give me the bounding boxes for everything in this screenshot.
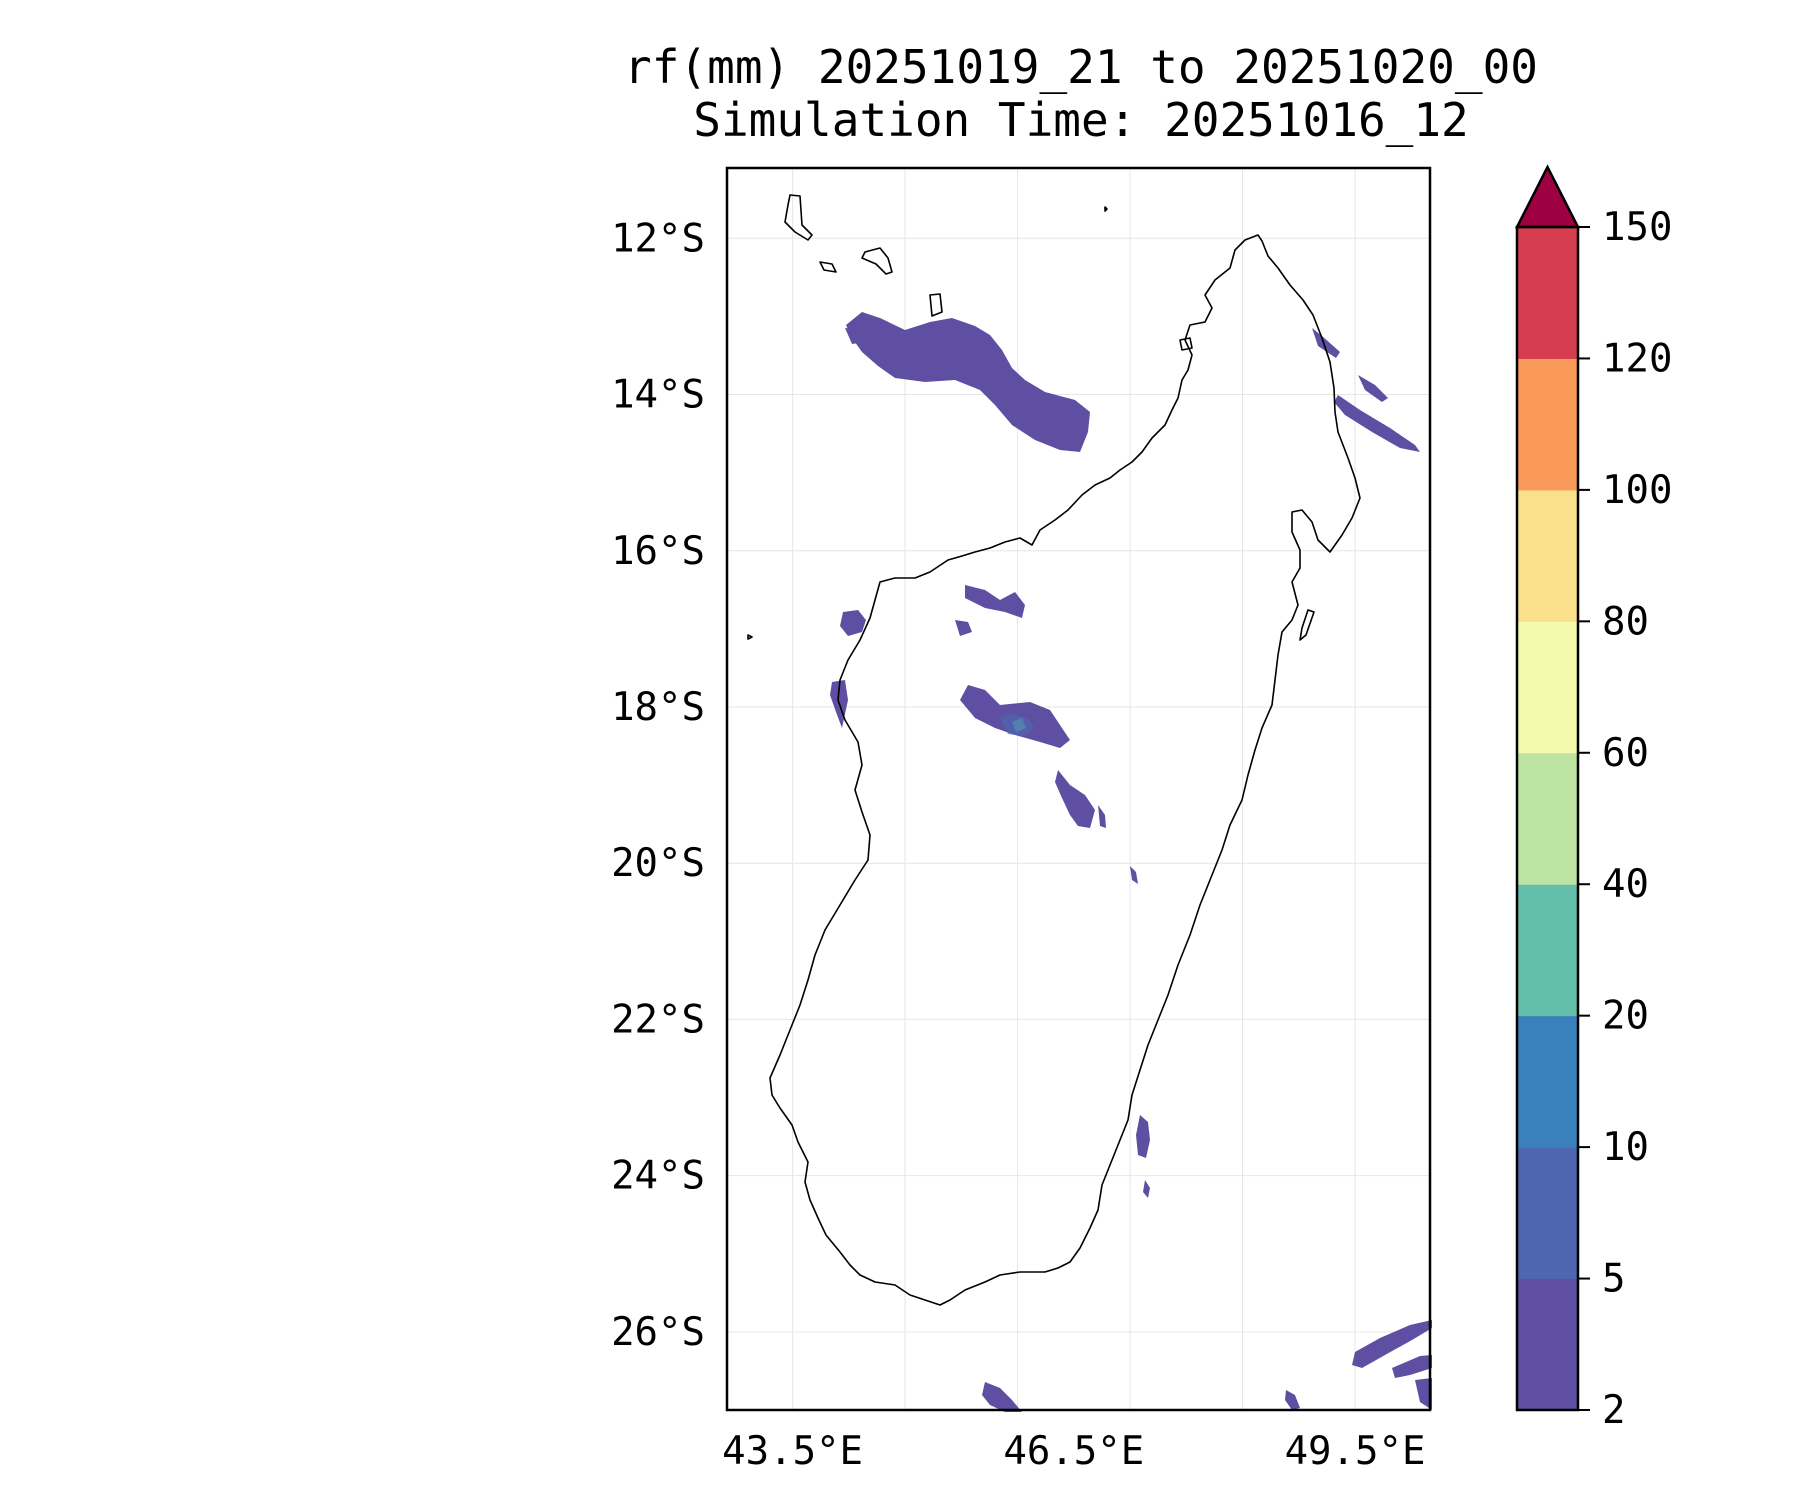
- rain-patch-central-north-1: [965, 585, 1025, 618]
- y-tick-label: 26°S: [611, 1310, 705, 1355]
- comoros-mayotte: [784, 194, 813, 241]
- x-tick-label: 49.5°E: [1285, 1429, 1426, 1474]
- colorbar-label: 20: [1602, 994, 1649, 1039]
- colorbar-segment: [1517, 752, 1578, 885]
- colorbar-label: 40: [1602, 862, 1649, 907]
- rainfall-layer: [830, 312, 1432, 1412]
- comoros-island-2: [819, 261, 837, 273]
- y-axis: 12°S 14°S 16°S 18°S 20°S 22°S 24°S 26°S: [611, 216, 705, 1355]
- colorbar-label: 150: [1602, 205, 1672, 250]
- colorbar-label: 80: [1602, 599, 1649, 644]
- colorbar-segment: [1517, 884, 1578, 1017]
- colorbar-label: 60: [1602, 731, 1649, 776]
- islet-far-north: [1104, 206, 1108, 212]
- colorbar-label: 2: [1602, 1388, 1625, 1433]
- colorbar-label: 5: [1602, 1257, 1625, 1302]
- colorbar-segment: [1517, 227, 1578, 359]
- rain-peak-center-ring: [1000, 714, 1034, 736]
- colorbar-segment: [1517, 489, 1578, 622]
- colorbar: 2 5 10 20 40 60 80 100 120 150: [1514, 164, 1672, 1433]
- colorbar-segment: [1517, 1015, 1578, 1148]
- colorbar-extend-arrow: [1514, 164, 1581, 229]
- rain-patch-southeast: [1136, 1115, 1150, 1158]
- y-tick-label: 20°S: [611, 841, 705, 886]
- y-tick-label: 14°S: [611, 373, 705, 418]
- rain-patch-east-small: [1130, 866, 1138, 884]
- rain-patch-center-east: [1055, 770, 1095, 828]
- colorbar-label: 100: [1602, 468, 1672, 513]
- colorbar-frame: [1515, 225, 1580, 1412]
- x-tick-label: 43.5°E: [722, 1429, 863, 1474]
- sainte-marie-island: [1299, 609, 1315, 641]
- nosy-island-north: [929, 293, 943, 317]
- rain-patch-northeast-1: [1312, 328, 1340, 358]
- colorbar-segment: [1517, 1147, 1578, 1280]
- y-tick-label: 18°S: [611, 685, 705, 730]
- colorbar-segment: [1517, 358, 1578, 491]
- rain-patch-southeast-sea-4: [1415, 1378, 1432, 1410]
- colorbar-segment: [1517, 1278, 1578, 1411]
- madagascar-coastline: [769, 234, 1361, 1306]
- colorbar-label: 120: [1602, 336, 1672, 381]
- rain-patch-central-north-2: [955, 620, 972, 636]
- rain-patch-north-small: [845, 328, 866, 344]
- nosy-be-island: [1179, 337, 1193, 351]
- rain-patch-southeast-sea-1: [1352, 1320, 1432, 1368]
- x-tick-label: 46.5°E: [1003, 1429, 1144, 1474]
- coastline-layer: [747, 194, 1361, 1306]
- colorbar-label: 10: [1602, 1125, 1649, 1170]
- rain-patch-west-coast: [840, 610, 866, 636]
- rain-patch-southeast-sea-3: [1285, 1390, 1300, 1410]
- rain-patch-southeast-2: [1143, 1180, 1150, 1198]
- y-tick-label: 24°S: [611, 1154, 705, 1199]
- rain-patch-south: [982, 1382, 1022, 1412]
- x-axis: 43.5°E 46.5°E 49.5°E: [722, 1429, 1425, 1474]
- rain-patch-north: [846, 312, 1090, 452]
- title-line-1: rf(mm) 20251019_21 to 20251020_00: [624, 40, 1538, 94]
- y-tick-label: 16°S: [611, 529, 705, 574]
- rain-patch-center-east-2: [1098, 805, 1106, 828]
- rain-patch-northeast-2: [1358, 375, 1388, 402]
- islet-west: [747, 634, 753, 640]
- y-tick-label: 22°S: [611, 997, 705, 1042]
- rain-patch-northeast-3: [1334, 395, 1420, 452]
- gridlines: [727, 168, 1430, 1410]
- title-line-2: Simulation Time: 20251016_12: [693, 93, 1469, 147]
- map-frame: [725, 166, 1432, 1412]
- colorbar-segment: [1517, 621, 1578, 754]
- rain-patch-southeast-sea-2: [1392, 1355, 1432, 1378]
- y-tick-label: 12°S: [611, 216, 705, 261]
- comoros-island-3: [861, 247, 893, 275]
